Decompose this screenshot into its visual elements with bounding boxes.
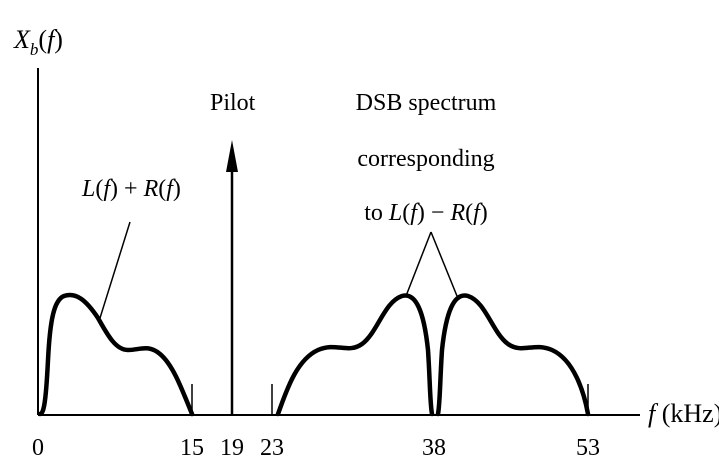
dsb-label-line-2: corresponding [357,146,494,172]
y-axis-label: Xb(f) [13,25,63,59]
dsb-leader-line-right [430,231,458,297]
tick-label-23: 23 [260,435,284,461]
dsb-leader-line-left [405,231,432,297]
baseband-label: L(f) + R(f) [81,176,181,202]
dsb-label-line-1: DSB spectrum [356,90,497,116]
x-axis-label: f (kHz) [648,399,719,428]
dsb-upper-sideband-curve [435,293,591,417]
baseband-spectrum-curve [37,292,195,417]
tick-label-0: 0 [32,435,44,461]
tick-label-53: 53 [576,435,600,461]
tick-label-19: 19 [220,435,244,461]
baseband-leader-line [99,221,131,319]
tick-label-15: 15 [180,435,204,461]
tick-label-38: 38 [422,435,446,461]
pilot-arrow-head [226,140,238,172]
dsb-label-line-3: to L(f) − R(f) [364,200,488,226]
pilot-label: Pilot [210,90,256,116]
dsb-lower-sideband-curve [275,293,435,417]
